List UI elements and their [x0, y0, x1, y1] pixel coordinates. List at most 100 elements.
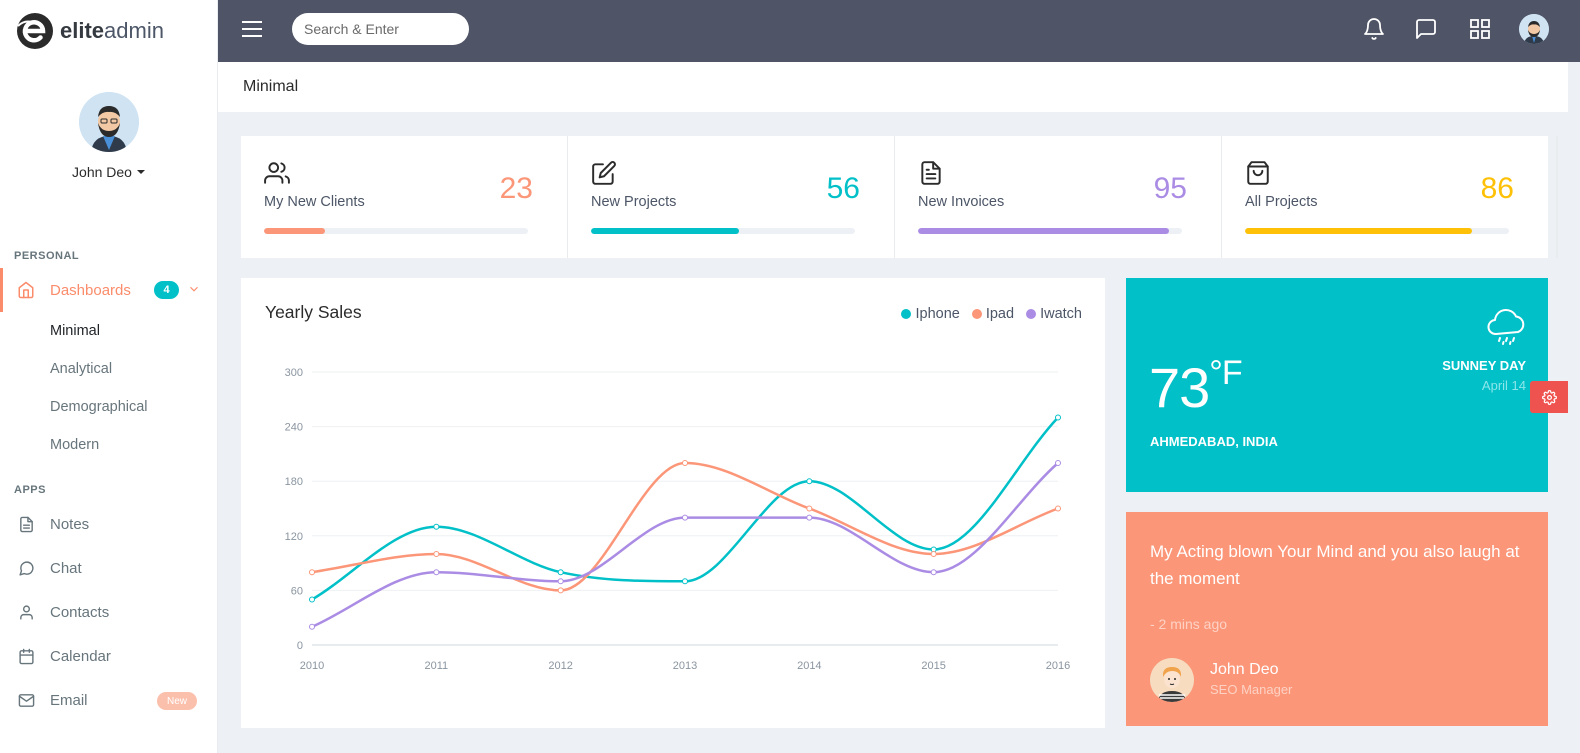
sidebar-item-contacts[interactable]: Contacts [0, 590, 217, 634]
data-point-ipad [682, 460, 688, 466]
data-point-ipad [930, 551, 937, 557]
chevron-down-icon[interactable] [187, 282, 201, 296]
sidebar-item-notes[interactable]: Notes [0, 502, 217, 546]
calendar-icon [16, 646, 36, 666]
yearly-sales-chart: 0 60 120 180 240 300 2010 2011 2012 2013 2014 2015 2… [285, 367, 1071, 672]
sidebar-subitem-demographical[interactable]: Demographical [50, 399, 148, 415]
stat-label: New Projects [591, 194, 677, 210]
x-tick-label: 2011 [425, 660, 449, 672]
testimonial-time: - 2 mins ago [1150, 616, 1228, 632]
stat-value: 23 [499, 172, 533, 205]
stat-card-projects: New Projects 56 [568, 136, 895, 258]
testimonial-name: John Deo [1210, 661, 1279, 678]
home-icon [16, 280, 36, 300]
brand[interactable]: eliteadmin [0, 0, 217, 62]
profile-dropdown[interactable]: John Deo [72, 164, 145, 180]
stats-row: My New Clients 23 New Projects 56 New In… [241, 136, 1548, 258]
data-point-iwatch [433, 569, 440, 576]
sidebar-item-label: Chat [50, 559, 82, 577]
data-point-iphone [682, 578, 688, 585]
email-new-badge: New [157, 692, 197, 710]
y-tick-label: 300 [285, 367, 303, 379]
user-avatar[interactable] [1519, 14, 1549, 44]
sidebar-item-dashboards[interactable]: Dashboards 4 [0, 268, 217, 312]
shopping-bag-icon [1247, 161, 1269, 185]
x-tick-label: 2016 [1046, 660, 1070, 672]
y-tick-label: 180 [285, 476, 303, 488]
weather-card: 73°F AHMEDABAD, INDIA SUNNEY DAY April 1… [1126, 278, 1548, 492]
message-square-icon[interactable] [1414, 17, 1438, 41]
menu-toggle-icon[interactable] [242, 21, 262, 37]
weather-city: AHMEDABAD, INDIA [1150, 434, 1278, 449]
sidebar-item-label: Dashboards [50, 281, 131, 299]
grid-icon[interactable] [1468, 17, 1492, 41]
sidebar-subitem-modern[interactable]: Modern [50, 437, 100, 453]
sidebar-subitem-analytical[interactable]: Analytical [50, 361, 113, 377]
yearly-sales-card: 0 60 120 180 240 300 2010 2011 2012 2013 2014 2015 2… [241, 278, 1105, 728]
x-tick-label: 2010 [300, 660, 324, 672]
search-input[interactable] [292, 13, 469, 45]
data-point-iphone [309, 596, 315, 603]
notes-icon [16, 514, 36, 534]
series-line-iwatch [311, 462, 1059, 628]
sidebar-item-label: Calendar [50, 647, 111, 665]
sidebar-item-calendar[interactable]: Calendar [0, 634, 217, 678]
cloud-drizzle-icon [1487, 308, 1525, 345]
temperature-unit: °F [1209, 354, 1242, 392]
data-point-ipad [806, 505, 813, 512]
sidebar-subitem-minimal[interactable]: Minimal [50, 323, 100, 339]
edit-icon [592, 161, 616, 185]
data-point-ipad [557, 587, 564, 594]
bell-icon[interactable] [1362, 17, 1386, 41]
stat-value: 95 [1153, 172, 1187, 205]
legend-label: Iphone [915, 306, 960, 322]
profile-name: John Deo [72, 164, 132, 180]
nav-section-personal: PERSONAL [14, 250, 80, 262]
progress-track [591, 228, 855, 234]
x-tick-label: 2014 [797, 660, 821, 672]
scroll-edge [1556, 136, 1558, 258]
data-point-iphone [1055, 414, 1061, 421]
legend-label: Iwatch [1040, 306, 1082, 322]
x-tick-label: 2015 [921, 660, 945, 672]
chart-legend: Iphone Ipad Iwatch [901, 306, 1082, 322]
data-point-iwatch [557, 578, 564, 585]
data-point-ipad [433, 551, 440, 557]
stat-card-invoices: New Invoices 95 [895, 136, 1222, 258]
data-point-iwatch [806, 514, 813, 521]
stat-value: 56 [826, 172, 860, 205]
data-point-iphone [433, 523, 440, 530]
sidebar-item-label: Contacts [50, 603, 110, 621]
temperature: 73°F [1149, 354, 1243, 419]
caret-down-icon [136, 170, 145, 174]
weather-date: April 14 [1481, 378, 1526, 393]
sidebar-item-label: Notes [50, 515, 90, 533]
page-header: Minimal [218, 62, 1568, 112]
legend-dot [901, 309, 912, 319]
stat-label: New Invoices [918, 194, 1005, 210]
legend-dot [971, 309, 982, 319]
profile-avatar[interactable] [78, 92, 139, 152]
testimonial-role: SEO Manager [1210, 682, 1293, 697]
sidebar-item-label: Email [50, 691, 88, 709]
user-icon [16, 602, 36, 622]
chat-icon [16, 558, 36, 578]
y-tick-label: 60 [291, 585, 303, 597]
progress-fill [918, 228, 1169, 234]
progress-track [918, 228, 1182, 234]
page-title: Minimal [243, 78, 299, 95]
stat-label: All Projects [1245, 194, 1318, 210]
dashboards-count-badge: 4 [154, 281, 179, 299]
data-point-ipad [309, 569, 315, 576]
settings-toggle-button[interactable] [1530, 381, 1568, 413]
stat-card-all-projects: All Projects 86 [1222, 136, 1548, 258]
y-tick-label: 0 [297, 640, 303, 652]
legend-item-iwatch[interactable]: Iwatch [1026, 306, 1082, 322]
sidebar-item-chat[interactable]: Chat [0, 546, 217, 590]
data-point-iwatch [309, 623, 315, 630]
legend-item-ipad[interactable]: Ipad [971, 306, 1014, 322]
sidebar-item-email[interactable]: Email New [0, 678, 217, 722]
legend-item-iphone[interactable]: Iphone [901, 306, 960, 322]
x-tick-label: 2012 [548, 660, 572, 672]
legend-dot [1026, 309, 1037, 319]
